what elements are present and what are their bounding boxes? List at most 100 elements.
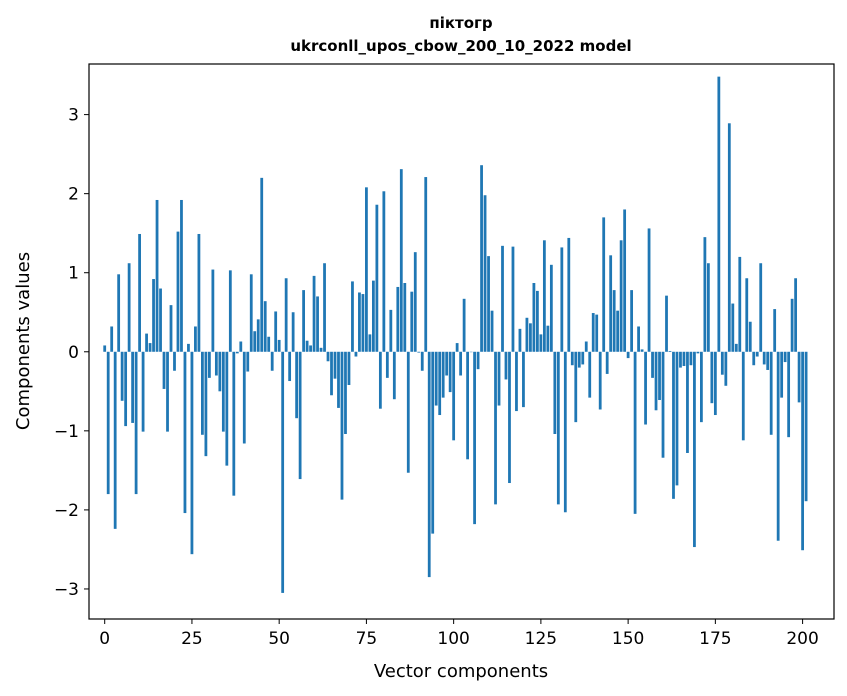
bar-28	[201, 351, 204, 435]
y-tick-label: −1	[54, 422, 79, 442]
bar-185	[748, 321, 752, 352]
bar-139	[588, 351, 592, 398]
bar-188	[759, 263, 763, 352]
bar-84	[396, 286, 400, 352]
bar-111	[490, 310, 494, 352]
bar-121	[525, 317, 529, 352]
bar-64	[326, 351, 330, 362]
bar-61	[316, 296, 319, 352]
bar-22	[180, 199, 183, 352]
bar-193	[776, 351, 780, 541]
bar-80	[382, 191, 386, 352]
bar-167	[686, 351, 689, 453]
bar-94	[431, 351, 435, 534]
bar-21	[176, 231, 180, 352]
x-tick-label: 25	[181, 629, 203, 649]
bar-186	[752, 351, 756, 366]
bar-45	[260, 177, 264, 352]
bar-134	[570, 351, 574, 366]
y-tick-label: −2	[54, 501, 79, 521]
bar-136	[577, 351, 581, 368]
bar-173	[706, 263, 710, 352]
bar-40	[242, 351, 246, 444]
bar-54	[291, 312, 295, 352]
bar-142	[598, 351, 602, 410]
bar-130	[556, 351, 560, 505]
bar-178	[724, 351, 728, 386]
bar-156	[647, 228, 651, 352]
bar-81	[385, 351, 389, 378]
bar-3	[113, 351, 117, 529]
bar-23	[183, 351, 187, 514]
bar-102	[459, 351, 463, 376]
bar-25	[190, 351, 194, 555]
x-tick-label: 0	[99, 629, 110, 649]
bar-169	[693, 351, 696, 548]
bar-145	[609, 255, 613, 352]
bar-152	[633, 351, 637, 514]
bar-110	[487, 256, 490, 352]
bar-53	[288, 351, 292, 382]
bar-157	[651, 351, 654, 378]
bar-200	[801, 351, 804, 551]
y-tick-label: 0	[68, 343, 79, 363]
bar-87	[406, 351, 410, 473]
bar-162	[668, 350, 672, 352]
bar-184	[745, 278, 749, 352]
bar-74	[361, 294, 365, 352]
bar-41	[246, 351, 250, 372]
bar-172	[703, 237, 707, 352]
chart-subtitle: ukrconll_upos_cbow_200_10_2022 model	[290, 37, 631, 55]
bar-34	[221, 351, 225, 432]
bar-59	[309, 345, 312, 352]
bar-93	[427, 351, 431, 578]
y-axis-label: Components values	[13, 252, 34, 430]
bar-107	[476, 351, 480, 370]
bar-101	[455, 343, 459, 352]
bar-144	[605, 351, 609, 374]
bar-124	[536, 290, 539, 352]
bar-62	[319, 347, 323, 352]
bar-60	[312, 275, 316, 352]
bar-155	[644, 351, 647, 425]
bar-109	[483, 195, 487, 352]
bar-161	[665, 295, 668, 352]
bar-165	[679, 351, 682, 368]
bar-151	[630, 290, 634, 352]
bar-39	[239, 341, 243, 352]
bar-43	[253, 331, 257, 352]
bar-26	[194, 326, 197, 352]
bar-12	[145, 333, 148, 352]
bar-98	[445, 351, 449, 376]
bar-106	[473, 351, 476, 525]
bar-170	[696, 351, 700, 354]
bar-163	[672, 351, 675, 499]
bar-194	[780, 351, 784, 398]
bar-175	[713, 351, 717, 416]
bar-118	[515, 351, 518, 412]
bar-92	[424, 177, 428, 352]
bar-51	[281, 351, 285, 593]
bar-181	[734, 343, 738, 352]
x-tick-label: 100	[437, 629, 469, 649]
bar-27	[197, 233, 201, 352]
bar-196	[787, 351, 791, 438]
bar-11	[141, 351, 145, 432]
bar-70	[347, 351, 351, 385]
bar-143	[602, 217, 606, 352]
bar-63	[323, 263, 326, 352]
x-axis-label: Vector components	[374, 661, 548, 682]
bar-140	[591, 313, 595, 352]
bar-24	[187, 343, 190, 352]
bar-137	[581, 351, 585, 365]
bar-10	[138, 233, 141, 352]
bar-164	[675, 351, 679, 486]
bar-103	[462, 298, 466, 352]
bar-78	[375, 204, 379, 352]
bar-201	[804, 351, 808, 502]
bar-146	[612, 290, 616, 352]
bar-47	[267, 336, 271, 352]
bar-199	[797, 351, 801, 403]
bar-82	[389, 309, 393, 352]
bar-72	[354, 351, 358, 357]
